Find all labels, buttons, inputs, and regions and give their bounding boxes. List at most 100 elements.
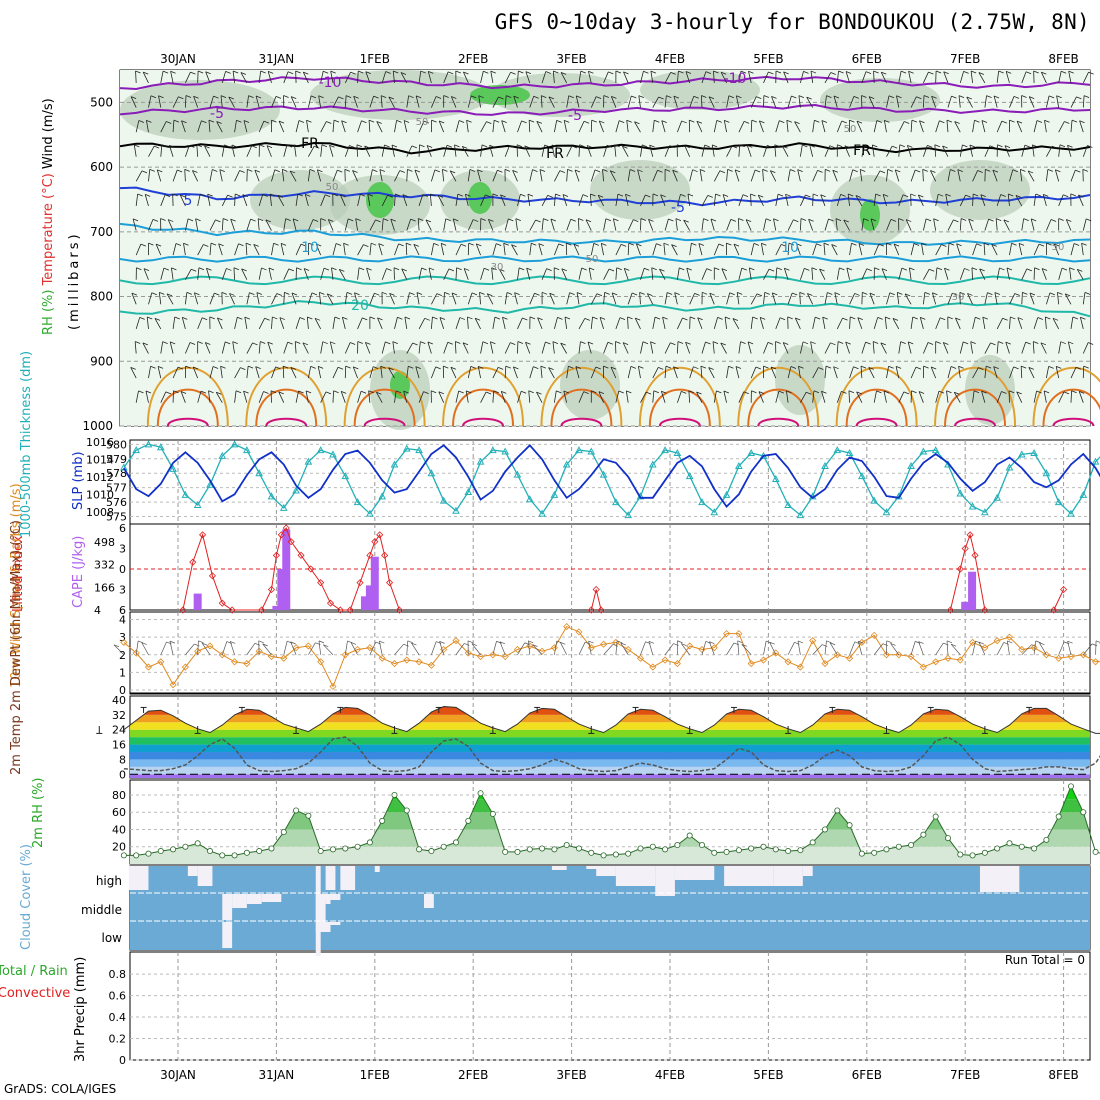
wind-barb-flag <box>310 365 316 369</box>
wind-barb <box>467 292 473 305</box>
wind10-barb <box>737 640 740 655</box>
wind-barb <box>172 316 176 329</box>
wind-barb <box>475 243 481 256</box>
wind-barb-flag <box>360 193 366 197</box>
wind-barb-flag <box>205 71 211 75</box>
wind10-barb-flag <box>709 641 715 645</box>
wind-barb <box>160 341 164 354</box>
wind-barb-flag <box>170 341 176 345</box>
cape-bar <box>277 569 286 610</box>
wind-barb-flag <box>708 367 714 370</box>
rh2m-point <box>329 846 336 853</box>
wind-barb-flag <box>334 316 341 320</box>
wind-barb <box>700 95 703 108</box>
wind-barb-flag <box>566 242 572 246</box>
wind-tick-label: 1 <box>119 666 126 679</box>
wind-barb <box>172 366 179 379</box>
wind-barb-flag <box>611 96 617 99</box>
wind-barb <box>529 96 535 108</box>
wind-barb-flag <box>372 169 378 172</box>
wind-barb-flag <box>251 145 257 149</box>
wind-barb-flag <box>837 144 843 148</box>
wind-barb-flag <box>200 390 207 394</box>
wind-barb-flag <box>1077 268 1083 272</box>
thickness-point <box>562 460 571 468</box>
wind-barb <box>1028 96 1035 108</box>
wind-barb-flag <box>337 169 343 173</box>
wind-barb-flag <box>350 71 356 75</box>
wind-barb <box>799 341 804 354</box>
wind-barb <box>907 341 912 354</box>
wind-barb <box>172 169 178 182</box>
wind-barb <box>392 70 395 83</box>
wind-barb-flag <box>977 170 983 173</box>
rh2m-point <box>1018 843 1025 850</box>
wind-barb-flag <box>915 169 921 173</box>
wind-barb <box>306 316 309 329</box>
cloud-gap <box>674 866 715 880</box>
wind-barb <box>231 144 235 157</box>
wind-barb-flag <box>1046 242 1052 246</box>
wind-barb-flag <box>661 120 667 123</box>
temp-lobe <box>255 388 318 427</box>
rh2m-point <box>748 845 755 852</box>
wind-barb <box>391 144 395 157</box>
wind10-point <box>833 651 841 659</box>
wind-barb-flag <box>516 144 523 148</box>
wind-barb <box>664 292 668 305</box>
wind-barb <box>785 194 789 207</box>
wind-barb <box>367 194 371 206</box>
wind-barb <box>167 219 174 231</box>
wind-barb <box>306 120 309 133</box>
wind-barb <box>449 170 457 182</box>
wind-barb <box>663 243 666 256</box>
rh2m-point <box>612 851 619 858</box>
wind-barb-flag <box>392 341 398 344</box>
wind-barb-flag <box>877 317 883 320</box>
wind-barb-flag <box>455 341 461 344</box>
panel-frame <box>129 523 1091 611</box>
thickness-point <box>464 487 473 495</box>
wind-barb <box>283 71 289 84</box>
thickness-point <box>845 448 854 456</box>
wind-barb-flag <box>936 267 943 271</box>
thickness-point <box>156 443 165 451</box>
wind-barb <box>735 95 740 108</box>
wind-barb-flag <box>454 144 460 148</box>
wind-barb <box>1058 121 1065 133</box>
wind-barb-flag <box>273 242 279 246</box>
wind-barb <box>525 342 531 354</box>
wind-barb-flag <box>172 193 178 197</box>
date-label-bottom: 2FEB <box>458 1068 488 1082</box>
wind-barb-flag <box>554 267 560 271</box>
rh2m-point <box>772 846 779 853</box>
wind-barb <box>480 144 483 157</box>
wind-barb-flag <box>724 119 730 123</box>
li-line <box>590 589 602 611</box>
wind-barb <box>992 169 998 182</box>
wind-barb-flag <box>514 292 520 296</box>
wind-barb-flag <box>1065 293 1071 297</box>
wind-barb <box>652 317 656 329</box>
wind-barb-flag <box>291 96 297 99</box>
wind-barb-flag <box>888 95 895 99</box>
precip-tick-label: 0.2 <box>109 1033 127 1046</box>
wind-barb-flag <box>310 95 317 99</box>
wind-barb-flag <box>612 292 618 296</box>
rh2m-point <box>625 850 632 857</box>
wind-barb-flag <box>793 219 799 223</box>
wind-barb-flag <box>264 317 270 321</box>
wind-barb-flag <box>1068 70 1074 74</box>
wind-barb-flag <box>898 218 904 221</box>
wind-barb <box>1058 71 1062 84</box>
wind-barb <box>676 267 680 280</box>
thickness-point <box>735 461 743 469</box>
wind-barb <box>750 366 757 379</box>
temp-band <box>130 729 1090 738</box>
wind-barb <box>959 71 964 84</box>
wind-barb-flag <box>1040 342 1047 346</box>
wind10-point <box>489 651 497 659</box>
wind-barb-flag <box>682 317 688 321</box>
wind-barb <box>886 95 890 108</box>
wind-barb <box>898 341 902 354</box>
